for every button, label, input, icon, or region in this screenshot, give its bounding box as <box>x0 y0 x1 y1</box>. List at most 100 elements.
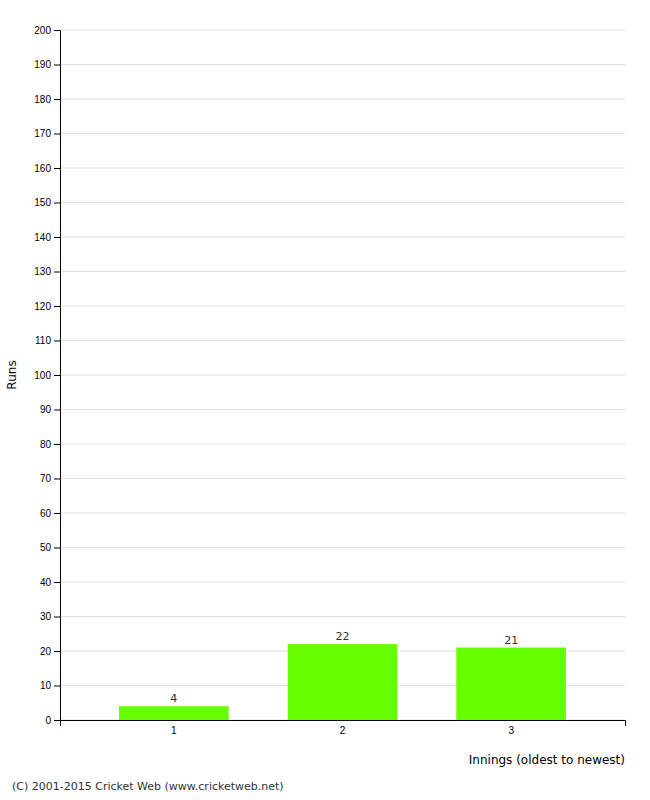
grid-line <box>60 616 625 617</box>
y-tick-label: 130 <box>34 266 51 277</box>
y-tick: 60 <box>40 508 60 519</box>
y-axis: 0 10 20 30 40 50 60 70 80 90 100 110 120 130 140 150 160… <box>34 25 60 726</box>
grid-line <box>60 30 625 31</box>
y-tick-mark <box>54 134 60 135</box>
y-tick-mark <box>54 168 60 169</box>
y-tick: 30 <box>40 611 60 622</box>
grid-line <box>60 340 625 341</box>
grid-line <box>60 133 625 134</box>
y-tick: 80 <box>40 439 60 450</box>
y-tick: 40 <box>40 577 60 588</box>
y-tick-mark <box>54 617 60 618</box>
x-axis-title: Innings (oldest to newest) <box>469 753 625 767</box>
plot: 4222101020304050607080901001101201301401… <box>34 25 625 736</box>
y-tick: 0 <box>45 715 60 726</box>
y-axis-line <box>54 31 61 721</box>
y-tick: 120 <box>34 301 60 312</box>
grid-line <box>60 202 625 203</box>
y-tick-mark <box>54 65 60 66</box>
grid-line <box>60 444 625 445</box>
grid-line <box>60 64 625 65</box>
y-tick-mark <box>54 99 60 100</box>
y-tick-label: 170 <box>34 128 51 139</box>
data-label: 22 <box>336 630 350 643</box>
bar <box>456 648 566 720</box>
x-tick-label: 3 <box>508 725 514 736</box>
y-tick: 50 <box>40 542 60 553</box>
y-tick-label: 160 <box>34 163 51 174</box>
y-tick-label: 60 <box>40 508 52 519</box>
y-tick-mark <box>54 651 60 652</box>
y-tick-mark <box>54 479 60 480</box>
grid-line <box>60 306 625 307</box>
grid-line <box>60 409 625 410</box>
y-tick-label: 190 <box>34 59 51 70</box>
x-axis: 1 2 3 <box>61 721 626 737</box>
grid-line <box>60 513 625 514</box>
y-tick: 110 <box>35 335 60 346</box>
y-tick-label: 90 <box>40 404 52 415</box>
x-tick-label: 2 <box>340 725 346 736</box>
y-axis-title: Runs <box>5 360 19 389</box>
x-tick: 1 <box>171 725 177 736</box>
grid-line <box>60 168 625 169</box>
y-tick: 90 <box>40 404 60 415</box>
y-tick-label: 140 <box>34 232 51 243</box>
grid-line <box>60 582 625 583</box>
y-tick-label: 80 <box>40 439 52 450</box>
y-tick: 160 <box>34 163 60 174</box>
y-tick-label: 70 <box>40 473 52 484</box>
y-tick-mark <box>54 513 60 514</box>
y-tick: 20 <box>40 646 60 657</box>
y-tick-label: 40 <box>40 577 52 588</box>
y-tick-label: 180 <box>34 94 51 105</box>
data-label: 21 <box>504 634 518 647</box>
y-tick-label: 200 <box>34 25 51 36</box>
data-label: 4 <box>170 692 177 705</box>
y-tick-mark <box>54 375 60 376</box>
y-tick-mark <box>54 720 60 721</box>
y-tick-mark <box>54 30 60 31</box>
y-tick-mark <box>54 686 60 687</box>
y-tick: 10 <box>40 680 60 691</box>
grid-line <box>60 99 625 100</box>
grid-line <box>60 237 625 238</box>
y-tick-label: 50 <box>40 542 52 553</box>
grid-line <box>60 271 625 272</box>
y-tick-mark <box>54 341 60 342</box>
y-tick-mark <box>54 237 60 238</box>
chart: 4222101020304050607080901001101201301401… <box>0 0 650 800</box>
grid-line <box>60 375 625 376</box>
y-tick-mark <box>54 203 60 204</box>
y-tick-label: 30 <box>40 611 52 622</box>
grid-line <box>60 547 625 548</box>
y-tick-label: 0 <box>45 715 51 726</box>
y-tick-label: 120 <box>34 301 51 312</box>
y-tick: 150 <box>34 197 60 208</box>
y-tick-label: 100 <box>34 370 51 381</box>
y-tick: 190 <box>34 59 60 70</box>
y-tick-mark <box>54 272 60 273</box>
y-tick: 70 <box>40 473 60 484</box>
bars <box>119 644 566 720</box>
x-tick-label: 1 <box>171 725 177 736</box>
y-tick-label: 10 <box>40 680 52 691</box>
y-tick-mark <box>54 306 60 307</box>
y-tick-mark <box>54 548 60 549</box>
y-tick-label: 150 <box>34 197 51 208</box>
y-tick-label: 20 <box>40 646 52 657</box>
y-tick: 130 <box>34 266 60 277</box>
y-tick-mark <box>54 582 60 583</box>
x-tick: 2 <box>340 725 346 736</box>
y-tick-mark <box>54 444 60 445</box>
data-labels: 4 22 21 <box>170 630 518 705</box>
y-tick: 170 <box>34 128 60 139</box>
y-tick: 180 <box>34 94 60 105</box>
y-tick: 140 <box>34 232 60 243</box>
y-tick-label: 110 <box>35 335 51 346</box>
y-tick-mark <box>54 410 60 411</box>
footer: (C) 2001-2015 Cricket Web (www.cricketwe… <box>12 780 284 793</box>
grid-line <box>60 478 625 479</box>
y-tick: 200 <box>34 25 60 36</box>
x-tick: 3 <box>508 725 514 736</box>
